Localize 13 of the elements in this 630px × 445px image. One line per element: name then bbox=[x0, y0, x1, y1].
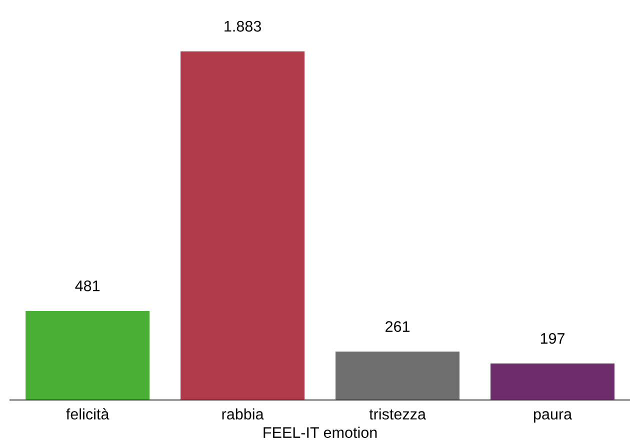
bar bbox=[490, 364, 614, 400]
x-tick-label: rabbia bbox=[222, 408, 264, 420]
bar bbox=[26, 310, 150, 400]
data-label: 261 bbox=[386, 321, 410, 332]
data-label: 1.883 bbox=[224, 20, 261, 32]
data-label: 481 bbox=[75, 280, 100, 292]
x-tick-label: paura bbox=[534, 411, 572, 423]
x-tick-label: tristezza bbox=[369, 408, 426, 420]
data-label: 197 bbox=[540, 333, 564, 344]
x-tick-label: felicità bbox=[66, 408, 110, 420]
bar bbox=[180, 51, 305, 400]
bar bbox=[336, 352, 460, 400]
x-axis-title: FEEL-IT emotion bbox=[264, 426, 377, 438]
